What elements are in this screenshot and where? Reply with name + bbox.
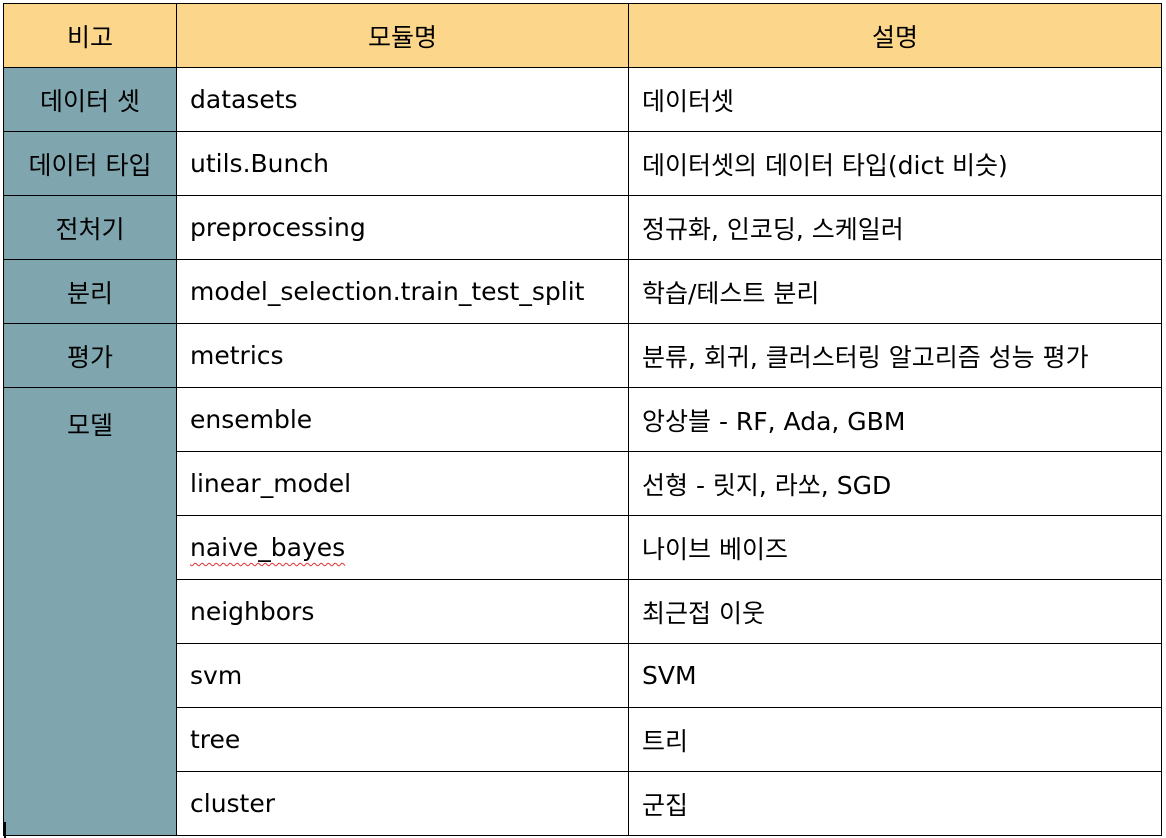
description-cell: 최근접 이웃 bbox=[628, 579, 1162, 644]
remark-cell: 데이터 셋 bbox=[3, 67, 177, 132]
table-row: 평가 metrics 분류, 회귀, 클러스터링 알고리즘 성능 평가 bbox=[3, 323, 1162, 388]
module-cell: linear_model bbox=[176, 451, 629, 516]
module-table-container: 비고 모듈명 설명 데이터 셋 datasets 데이터셋 데이터 타입 utils.B… bbox=[3, 3, 1162, 836]
description-cell: 데이터셋의 데이터 타입(dict 비슷) bbox=[628, 131, 1162, 196]
module-cell: svm bbox=[176, 643, 629, 708]
module-cell: model_selection.train_test_split bbox=[176, 259, 629, 324]
table-row: naive_bayes 나이브 베이즈 bbox=[4, 515, 1162, 580]
header-row: 비고 모듈명 설명 bbox=[3, 3, 1162, 68]
table-row: cluster 군집 bbox=[4, 771, 1162, 836]
sklearn-module-table: 비고 모듈명 설명 데이터 셋 datasets 데이터셋 데이터 타입 utils.B… bbox=[3, 3, 1162, 836]
module-cell: utils.Bunch bbox=[176, 131, 629, 196]
header-module-name: 모듈명 bbox=[176, 3, 629, 68]
description-cell: 데이터셋 bbox=[628, 67, 1162, 132]
module-cell: naive_bayes bbox=[176, 515, 629, 580]
module-cell: neighbors bbox=[176, 579, 629, 644]
table-row: 전처기 preprocessing 정규화, 인코딩, 스케일러 bbox=[3, 195, 1162, 260]
description-cell: SVM bbox=[628, 643, 1162, 708]
header-remark: 비고 bbox=[3, 3, 177, 68]
description-cell: 학습/테스트 분리 bbox=[628, 259, 1162, 324]
remark-cell: 평가 bbox=[3, 323, 177, 388]
module-cell: metrics bbox=[176, 323, 629, 388]
description-cell: 정규화, 인코딩, 스케일러 bbox=[628, 195, 1162, 260]
module-cell: datasets bbox=[176, 67, 629, 132]
table-row: 데이터 셋 datasets 데이터셋 bbox=[3, 67, 1162, 132]
description-cell: 앙상블 - RF, Ada, GBM bbox=[628, 387, 1162, 452]
module-cell: cluster bbox=[176, 771, 629, 836]
table-row: neighbors 최근접 이웃 bbox=[4, 579, 1162, 644]
remark-cell: 분리 bbox=[3, 259, 177, 324]
table-row: svm SVM bbox=[4, 643, 1162, 708]
remark-cell: 전처기 bbox=[3, 195, 177, 260]
description-cell: 나이브 베이즈 bbox=[628, 515, 1162, 580]
table-row: tree 트리 bbox=[4, 707, 1162, 772]
spellcheck-flagged-text: naive_bayes bbox=[190, 533, 346, 562]
remark-cell: 모델 bbox=[3, 387, 177, 836]
table-row: 데이터 타입 utils.Bunch 데이터셋의 데이터 타입(dict 비슷) bbox=[3, 131, 1162, 196]
module-cell: preprocessing bbox=[176, 195, 629, 260]
description-cell: 선형 - 릿지, 라쏘, SGD bbox=[628, 451, 1162, 516]
description-cell: 분류, 회귀, 클러스터링 알고리즘 성능 평가 bbox=[628, 323, 1162, 388]
description-cell: 군집 bbox=[628, 771, 1162, 836]
table-row: 분리 model_selection.train_test_split 학습/테스트… bbox=[3, 259, 1162, 324]
text-cursor bbox=[4, 822, 6, 838]
module-cell: ensemble bbox=[176, 387, 629, 452]
table-row: linear_model 선형 - 릿지, 라쏘, SGD bbox=[4, 451, 1162, 516]
module-cell: tree bbox=[176, 707, 629, 772]
header-description: 설명 bbox=[628, 3, 1162, 68]
remark-cell: 데이터 타입 bbox=[3, 131, 177, 196]
table-body: 데이터 셋 datasets 데이터셋 데이터 타입 utils.Bunch 데이터셋의 … bbox=[3, 67, 1162, 836]
table-row: 모델 ensemble 앙상블 - RF, Ada, GBM bbox=[3, 387, 1162, 836]
description-cell: 트리 bbox=[628, 707, 1162, 772]
